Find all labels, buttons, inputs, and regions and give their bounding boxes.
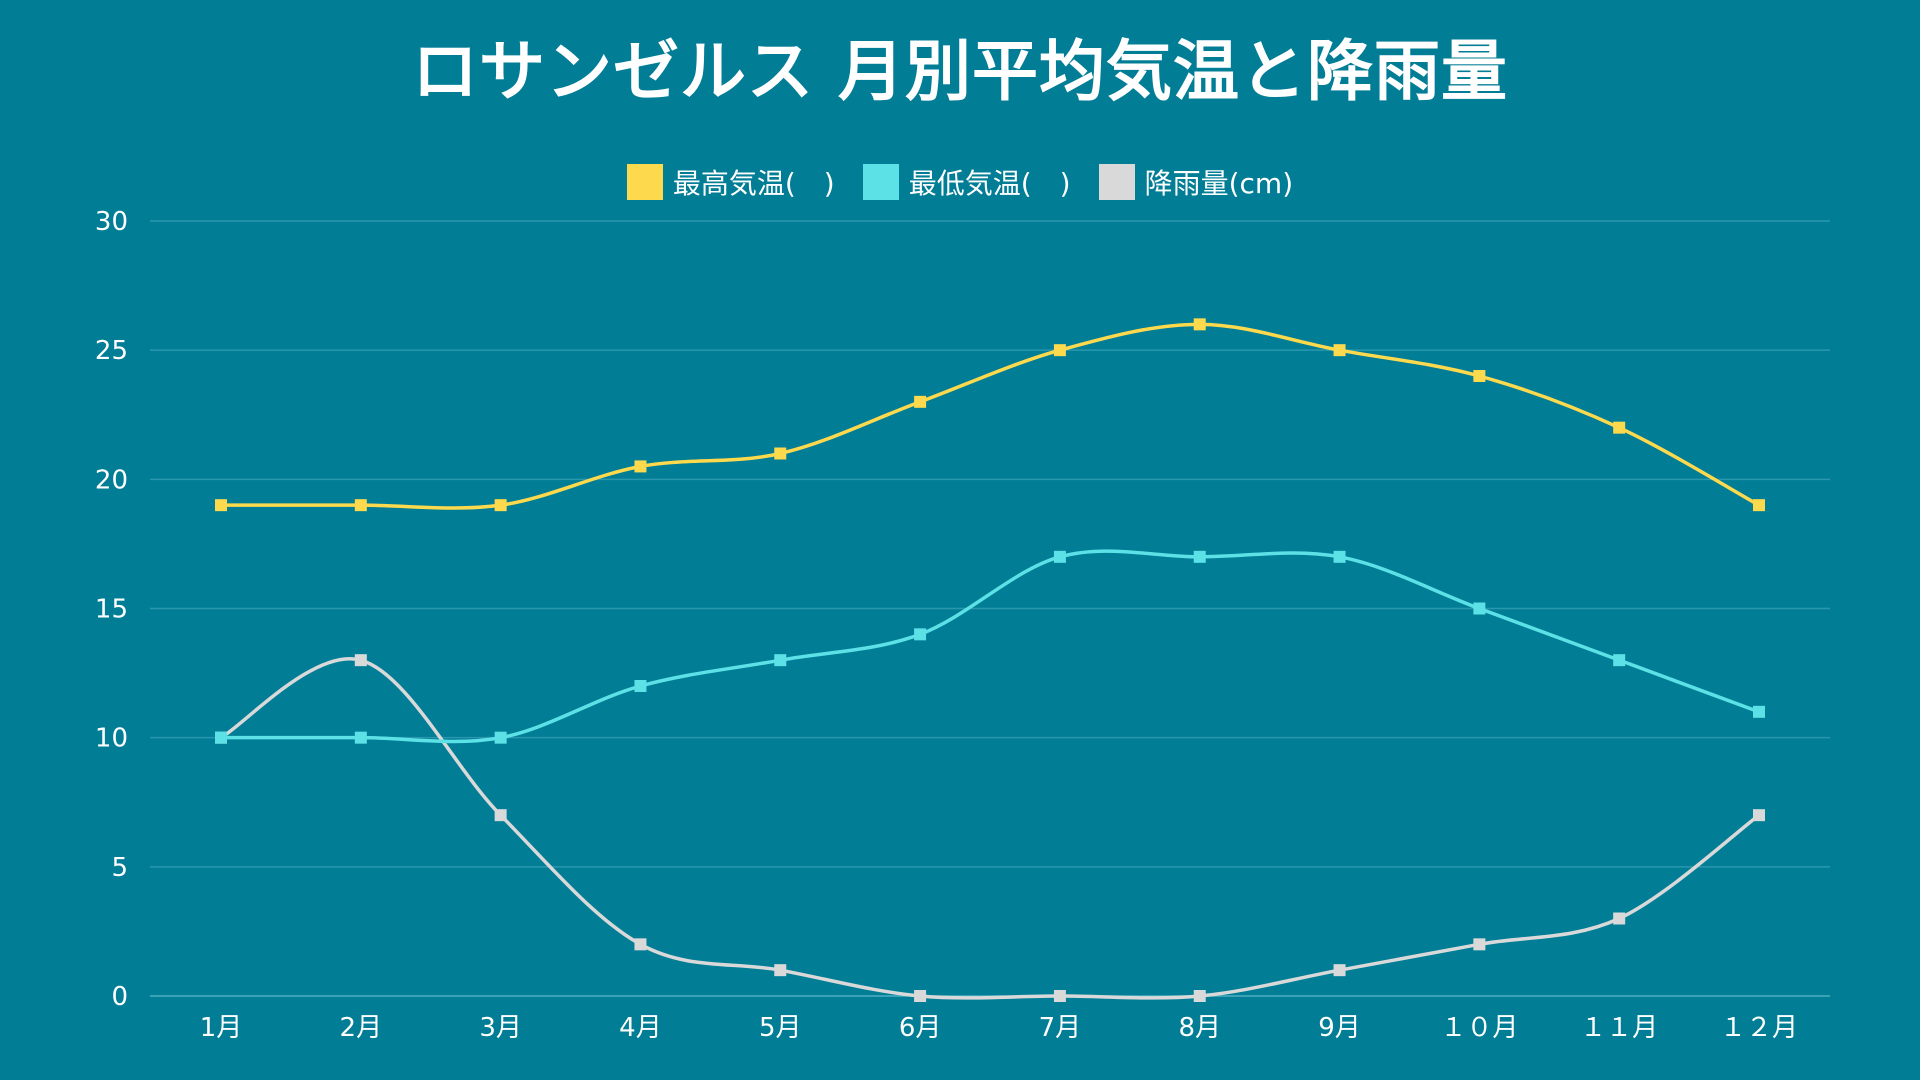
x-tick-label: 1月 [200,1013,243,1043]
data-point[interactable] [215,499,227,512]
legend-item-low-temp[interactable]: 最低気温( ) [862,162,1071,202]
y-tick-label: 10 [95,724,128,754]
data-point[interactable] [494,731,507,744]
y-tick-label: 5 [111,853,128,883]
data-point[interactable] [1053,344,1066,357]
y-tick-label: 30 [95,207,128,237]
data-point[interactable] [1613,421,1626,434]
data-point[interactable] [1193,550,1206,563]
data-point[interactable] [774,654,787,667]
data-point[interactable] [354,731,367,744]
x-tick-label: 3月 [479,1013,522,1043]
data-point[interactable] [774,964,787,977]
legend-item-high-temp[interactable]: 最高気温( ) [626,162,835,202]
legend-swatch-low-temp [862,164,899,200]
x-tick-label: 5月 [759,1013,802,1043]
data-point[interactable] [634,460,647,473]
series-line [220,656,1761,1000]
data-point[interactable] [1193,318,1206,331]
data-point[interactable] [1053,990,1066,1002]
legend-swatch-high-temp [626,164,663,200]
x-tick-label: 8月 [1178,1013,1221,1043]
legend-swatch-rainfall [1098,164,1135,200]
data-point[interactable] [1333,550,1346,563]
x-tick-label: １０月 [1440,1013,1518,1043]
data-point[interactable] [215,731,227,744]
x-tick-label: 7月 [1039,1013,1082,1043]
data-point[interactable] [1753,499,1765,512]
x-tick-label: 2月 [340,1013,383,1043]
x-tick-label: 6月 [899,1013,942,1043]
data-point[interactable] [1473,602,1486,615]
series-line [221,322,1760,510]
x-tick-label: 4月 [619,1013,662,1043]
data-point[interactable] [914,990,927,1002]
data-point[interactable] [1753,809,1765,822]
data-point[interactable] [1753,705,1765,718]
data-point[interactable] [1333,964,1346,977]
data-point[interactable] [634,680,647,692]
series-line [220,549,1760,744]
data-point[interactable] [1333,344,1346,357]
data-point[interactable] [914,395,927,408]
legend-label-rainfall: 降雨量(cm) [1144,167,1294,200]
y-tick-label: 0 [111,982,128,1012]
data-point[interactable] [494,499,507,512]
legend-label-high-temp: 最高気温( ) [672,167,835,200]
data-point[interactable] [1613,654,1626,667]
legend: 最高気温( ) 最低気温( ) 降雨量(cm) [0,162,1920,202]
chart-title: ロサンゼルス 月別平均気温と降雨量 [412,33,1508,110]
legend-label-low-temp: 最低気温( ) [908,167,1071,200]
y-tick-label: 25 [95,336,128,366]
data-point[interactable] [914,628,927,641]
data-point[interactable] [1053,550,1066,563]
data-point[interactable] [354,654,367,667]
data-point[interactable] [1613,912,1626,925]
data-point[interactable] [1473,370,1486,382]
y-tick-label: 15 [95,595,128,625]
data-point[interactable] [1193,990,1206,1002]
data-point[interactable] [354,499,367,512]
data-point[interactable] [634,938,647,951]
x-tick-label: １１月 [1580,1013,1658,1043]
y-tick-label: 20 [95,465,128,495]
data-point[interactable] [774,447,787,460]
data-point[interactable] [494,809,507,822]
x-tick-label: 9月 [1318,1013,1361,1043]
x-tick-label: １２月 [1720,1013,1798,1043]
data-point[interactable] [1473,938,1486,951]
legend-item-rainfall[interactable]: 降雨量(cm) [1098,162,1294,202]
